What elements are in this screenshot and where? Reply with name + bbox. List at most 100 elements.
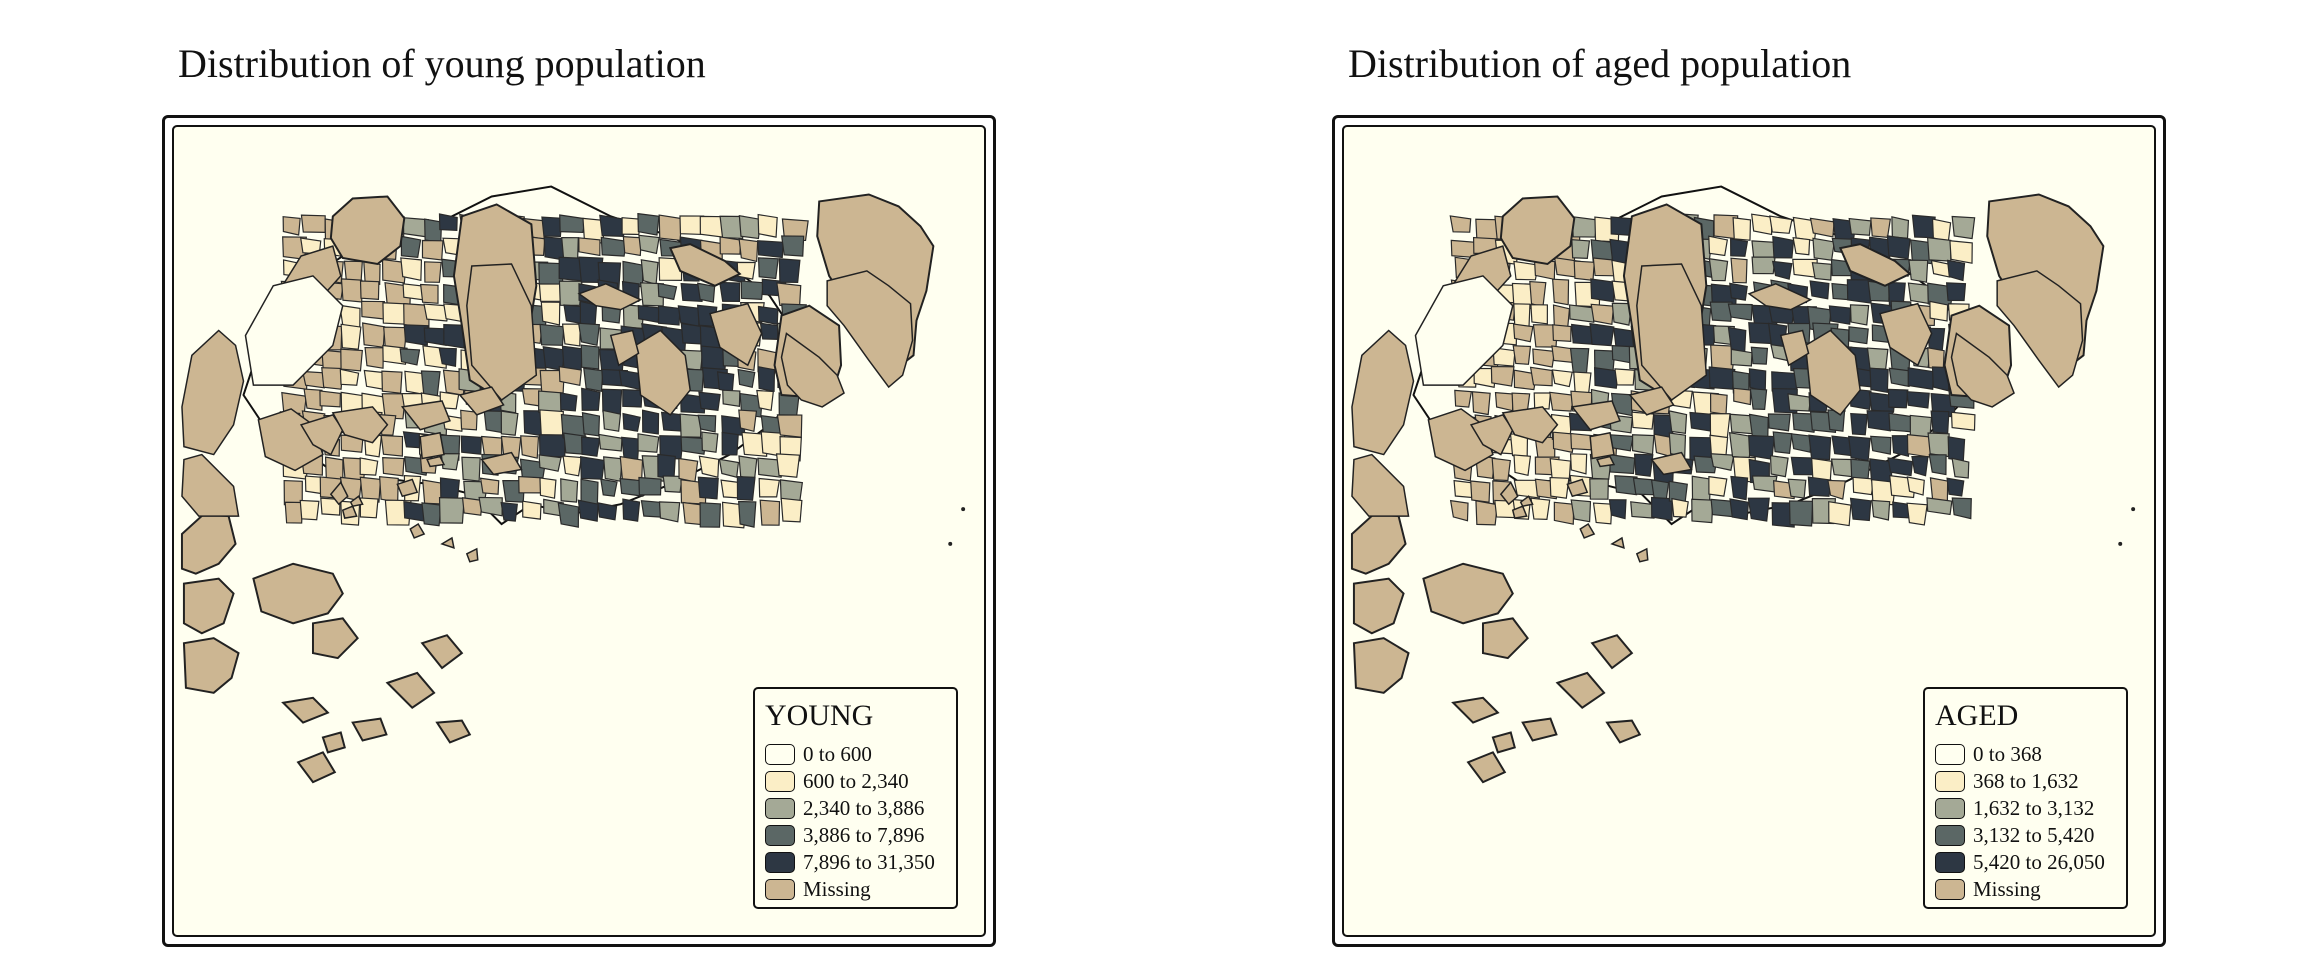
district-area	[1907, 282, 1931, 305]
missing-area	[420, 634, 464, 670]
legend-swatch	[1935, 879, 1965, 900]
district-area	[1807, 476, 1832, 497]
choropleth-map	[1350, 185, 2136, 784]
district-area	[284, 501, 304, 524]
district-area	[541, 216, 563, 237]
missing-area	[329, 195, 406, 266]
missing-area	[1879, 302, 1933, 367]
district-area	[622, 389, 643, 408]
legend-swatch	[765, 879, 795, 900]
district-area	[1709, 392, 1728, 416]
district-area	[1614, 368, 1636, 386]
district-area	[1512, 323, 1534, 343]
district-area	[781, 218, 809, 242]
legend-item: 0 to 368	[1935, 741, 2116, 768]
legend-item: 368 to 1,632	[1935, 768, 2116, 795]
legend-label: 3,886 to 7,896	[803, 823, 925, 847]
district-area	[736, 475, 756, 501]
legend-label: 0 to 600	[803, 742, 872, 766]
district-area	[678, 457, 699, 483]
district-area	[1470, 480, 1491, 503]
islet-dot	[2118, 541, 2123, 546]
missing-area	[709, 302, 763, 367]
district-area	[540, 301, 561, 326]
district-area	[1930, 410, 1950, 434]
district-area	[1709, 301, 1733, 322]
district-area	[379, 476, 399, 503]
district-area	[1513, 369, 1538, 391]
district-area	[1852, 476, 1875, 496]
district-area	[738, 500, 757, 528]
district-area	[1693, 455, 1718, 474]
young-map-panel: Distribution of young population YOUNG 0…	[160, 0, 1040, 960]
district-area	[282, 216, 301, 236]
missing-area	[1352, 637, 1410, 694]
district-area	[380, 434, 404, 457]
district-area	[1866, 410, 1894, 432]
district-area	[558, 365, 582, 387]
district-area	[1551, 278, 1570, 306]
legend-item: Missing	[1935, 876, 2116, 903]
legend-swatch	[1935, 798, 1965, 819]
map-legend: AGED 0 to 368 368 to 1,632 1,632 to 3,13…	[1923, 687, 2128, 909]
district-area	[699, 502, 721, 528]
district-area	[1929, 300, 1949, 322]
district-area	[1751, 256, 1776, 275]
district-area	[1552, 431, 1576, 454]
legend-item: 3,132 to 5,420	[1935, 822, 2116, 849]
district-area	[319, 390, 341, 408]
district-area	[1589, 478, 1609, 500]
islet-dot	[948, 541, 953, 546]
district-area	[622, 498, 641, 522]
district-area	[400, 257, 423, 282]
district-area	[1708, 366, 1736, 390]
district-area	[538, 283, 563, 302]
district-area	[381, 393, 407, 420]
missing-area	[1351, 329, 1415, 456]
missing-area	[351, 717, 388, 742]
district-area	[1930, 259, 1951, 278]
district-area	[1771, 502, 1796, 528]
district-area	[577, 499, 599, 522]
district-area	[758, 477, 781, 498]
district-area	[1633, 453, 1654, 477]
district-area	[1549, 476, 1570, 499]
district-area	[1414, 275, 1514, 386]
district-area	[757, 240, 784, 259]
district-area	[1730, 257, 1748, 284]
missing-area	[1499, 481, 1519, 506]
district-area	[657, 282, 678, 301]
district-area	[719, 215, 744, 240]
missing-area	[1351, 453, 1410, 517]
district-area	[638, 234, 660, 255]
map-legend: YOUNG 0 to 600 600 to 2,340 2,340 to 3,8…	[753, 687, 958, 909]
missing-area	[1605, 719, 1642, 744]
legend-title: YOUNG	[765, 699, 874, 732]
district-area	[1532, 348, 1556, 368]
district-area	[716, 371, 735, 393]
missing-area	[1570, 400, 1621, 431]
district-area	[557, 502, 580, 528]
district-area	[1831, 282, 1850, 301]
district-area	[1911, 214, 1936, 239]
district-area	[361, 300, 385, 320]
district-area	[776, 414, 803, 438]
district-area	[581, 387, 601, 411]
legend-item: 7,896 to 31,350	[765, 849, 946, 876]
district-area	[1847, 435, 1871, 462]
district-area	[622, 235, 643, 257]
district-area	[738, 214, 762, 240]
missing-area	[1610, 536, 1625, 549]
district-area	[324, 456, 344, 481]
district-area	[359, 476, 382, 503]
district-area	[1809, 280, 1830, 300]
missing-area	[311, 617, 359, 660]
district-area	[1553, 501, 1575, 525]
district-area	[640, 259, 659, 286]
district-area	[381, 258, 408, 284]
district-area	[1927, 432, 1950, 458]
district-area	[539, 477, 557, 499]
district-area	[461, 456, 481, 482]
district-area	[602, 409, 622, 432]
district-area	[600, 478, 618, 497]
